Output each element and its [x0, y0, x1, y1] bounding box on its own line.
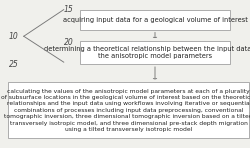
- Bar: [80, 41, 230, 64]
- Text: 15: 15: [64, 5, 74, 14]
- Text: determining a theoretical relationship between the input data and
the anisotropi: determining a theoretical relationship b…: [44, 46, 250, 59]
- Text: calculating the values of the anisotropic model parameters at each of a pluralit: calculating the values of the anisotropi…: [2, 89, 250, 132]
- Bar: [8, 82, 250, 138]
- Text: acquiring input data for a geological volume of interest: acquiring input data for a geological vo…: [62, 17, 248, 23]
- Text: 10: 10: [9, 32, 18, 41]
- Text: 25: 25: [9, 60, 18, 69]
- Text: 20: 20: [64, 38, 74, 47]
- Bar: [80, 10, 230, 30]
